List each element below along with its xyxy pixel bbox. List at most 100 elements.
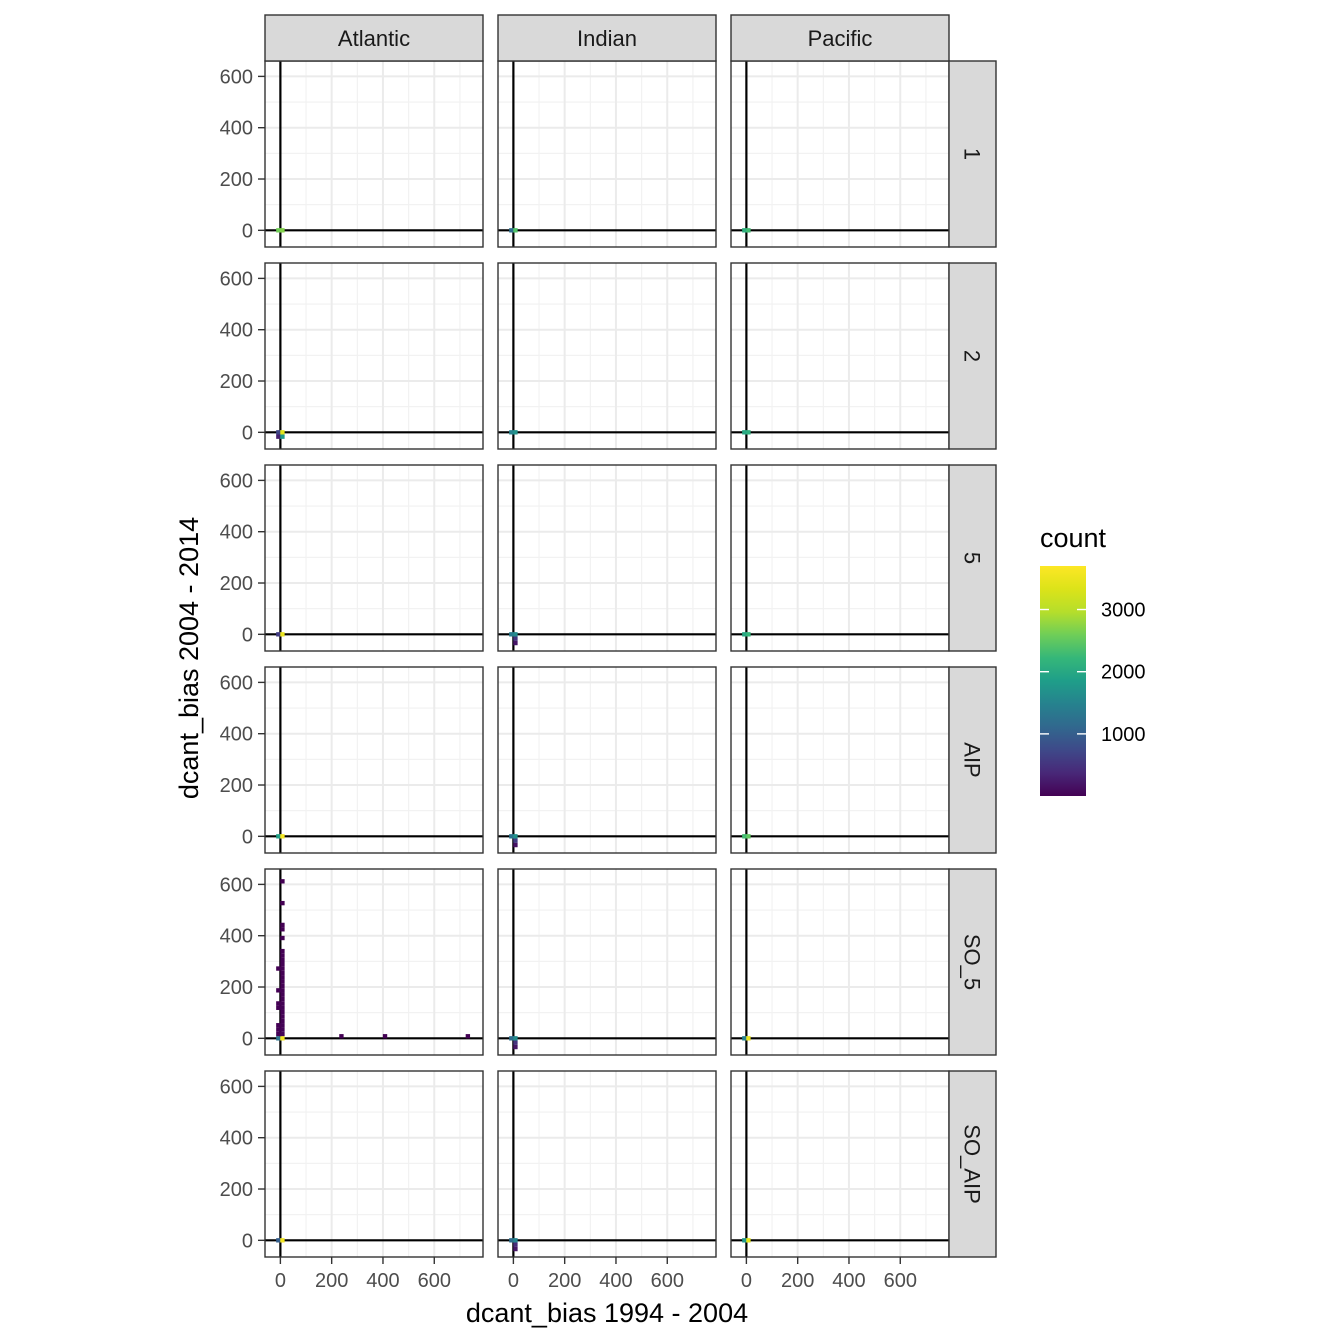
x-tick-label: 200 — [548, 1270, 581, 1292]
heatmap-cell — [280, 900, 285, 906]
strip-pacific: Pacific — [730, 14, 950, 62]
y-tick-label: 600 — [220, 66, 253, 88]
panel-plot-area — [498, 667, 716, 853]
strip-row-aip: AIP — [948, 666, 997, 854]
strip-label: Atlantic — [338, 26, 410, 51]
y-tick-label: 400 — [220, 1128, 253, 1150]
strip-background — [497, 14, 717, 62]
y-tick-label: 200 — [220, 371, 253, 393]
heatmap-cell — [513, 1242, 518, 1247]
panel-plot-area — [731, 263, 949, 449]
heatmap-cell — [280, 1005, 285, 1010]
panel-pacific-5 — [730, 464, 950, 652]
heatmap-cell — [280, 935, 285, 941]
heatmap-cell — [746, 1036, 751, 1041]
heatmap-cell — [746, 430, 751, 435]
panel-border — [497, 262, 717, 450]
panel-indian-so-5 — [497, 868, 717, 1056]
panel-pacific-so-5 — [730, 868, 950, 1056]
heatmap-cell — [513, 430, 518, 435]
axis-ticks: 0 200 400 600 0 200 400 600 0 200 400 600 0 200 400 600… — [220, 66, 917, 1292]
y-tick-label: 0 — [242, 422, 253, 444]
heatmap-cell — [742, 1036, 747, 1041]
strip-background — [948, 1070, 997, 1258]
heatmap-cell — [280, 1238, 285, 1243]
heatmap-cell — [465, 1034, 471, 1039]
panel-border — [264, 262, 484, 450]
heatmap-cell — [280, 1036, 285, 1041]
panel-atlantic-so-aip — [264, 1070, 484, 1258]
heatmap-cell — [513, 834, 518, 839]
heatmap-cell — [280, 1023, 285, 1028]
heatmap-cell — [280, 834, 285, 839]
panels-layer — [264, 60, 950, 1258]
heatmap-cell — [276, 1001, 281, 1006]
heatmap-cell — [280, 927, 285, 932]
heatmap-cell — [280, 966, 285, 971]
panel-plot-area — [731, 667, 949, 853]
panel-indian-aip — [497, 666, 717, 854]
heatmap-cell — [280, 975, 285, 980]
heatmap-cell — [276, 1036, 281, 1041]
strip-label: 1 — [960, 148, 985, 160]
panel-background — [265, 263, 483, 449]
strip-label: 5 — [960, 552, 985, 564]
heatmap-cell — [746, 834, 751, 839]
panel-border — [497, 868, 717, 1056]
legend-title: count — [1040, 523, 1107, 553]
panel-background — [498, 263, 716, 449]
panel-atlantic-1 — [264, 60, 484, 248]
y-tick-label: 200 — [220, 169, 253, 191]
heatmap-cell — [280, 879, 285, 884]
heatmap-cell — [513, 1044, 518, 1050]
panel-plot-area — [265, 869, 483, 1055]
panel-plot-area — [498, 465, 716, 651]
panel-pacific-aip — [730, 666, 950, 854]
heatmap-cell — [509, 1238, 514, 1243]
x-tick-label: 200 — [315, 1270, 348, 1292]
panel-background — [731, 61, 949, 247]
panel-background — [498, 869, 716, 1055]
heatmap-cell — [280, 922, 285, 928]
panel-background — [731, 465, 949, 651]
panel-plot-area — [265, 667, 483, 853]
panel-plot-area — [265, 465, 483, 651]
strip-background — [948, 262, 997, 450]
strip-label: SO_AIP — [960, 1124, 985, 1203]
strip-label: SO_5 — [960, 934, 985, 990]
x-tick-label: 400 — [366, 1270, 399, 1292]
strip-atlantic: Atlantic — [264, 14, 484, 62]
panel-plot-area — [731, 465, 949, 651]
panel-pacific-1 — [730, 60, 950, 248]
strip-background — [730, 14, 950, 62]
panel-plot-area — [265, 263, 483, 449]
x-axis-title: dcant_bias 1994 - 2004 — [466, 1298, 748, 1328]
y-tick-label: 600 — [220, 1076, 253, 1098]
heatmap-cell — [280, 953, 285, 958]
y-tick-label: 600 — [220, 470, 253, 492]
legend: count 1000 2000 3000 — [1040, 523, 1146, 796]
panel-pacific-2 — [730, 262, 950, 450]
heatmap-cell — [513, 636, 518, 641]
x-tick-label: 200 — [781, 1270, 814, 1292]
panel-border — [264, 666, 484, 854]
panel-border — [264, 1070, 484, 1258]
heatmap-cell — [509, 834, 514, 839]
y-tick-label: 0 — [242, 624, 253, 646]
y-tick-label: 400 — [220, 522, 253, 544]
heatmap-cell — [280, 979, 285, 984]
legend-tick-label: 2000 — [1101, 662, 1146, 684]
strip-row-so-5: SO_5 — [948, 868, 997, 1056]
y-tick-label: 0 — [242, 826, 253, 848]
y-tick-label: 200 — [220, 1179, 253, 1201]
heatmap-cell — [513, 228, 518, 233]
panel-background — [265, 1071, 483, 1257]
heatmap-cell — [280, 988, 285, 993]
panel-border — [497, 666, 717, 854]
x-tick-label: 0 — [275, 1270, 286, 1292]
heatmap-cell — [276, 434, 281, 439]
panel-plot-area — [265, 1071, 483, 1257]
heatmap-cell — [339, 1034, 344, 1039]
heatmap-cell — [280, 1027, 285, 1032]
